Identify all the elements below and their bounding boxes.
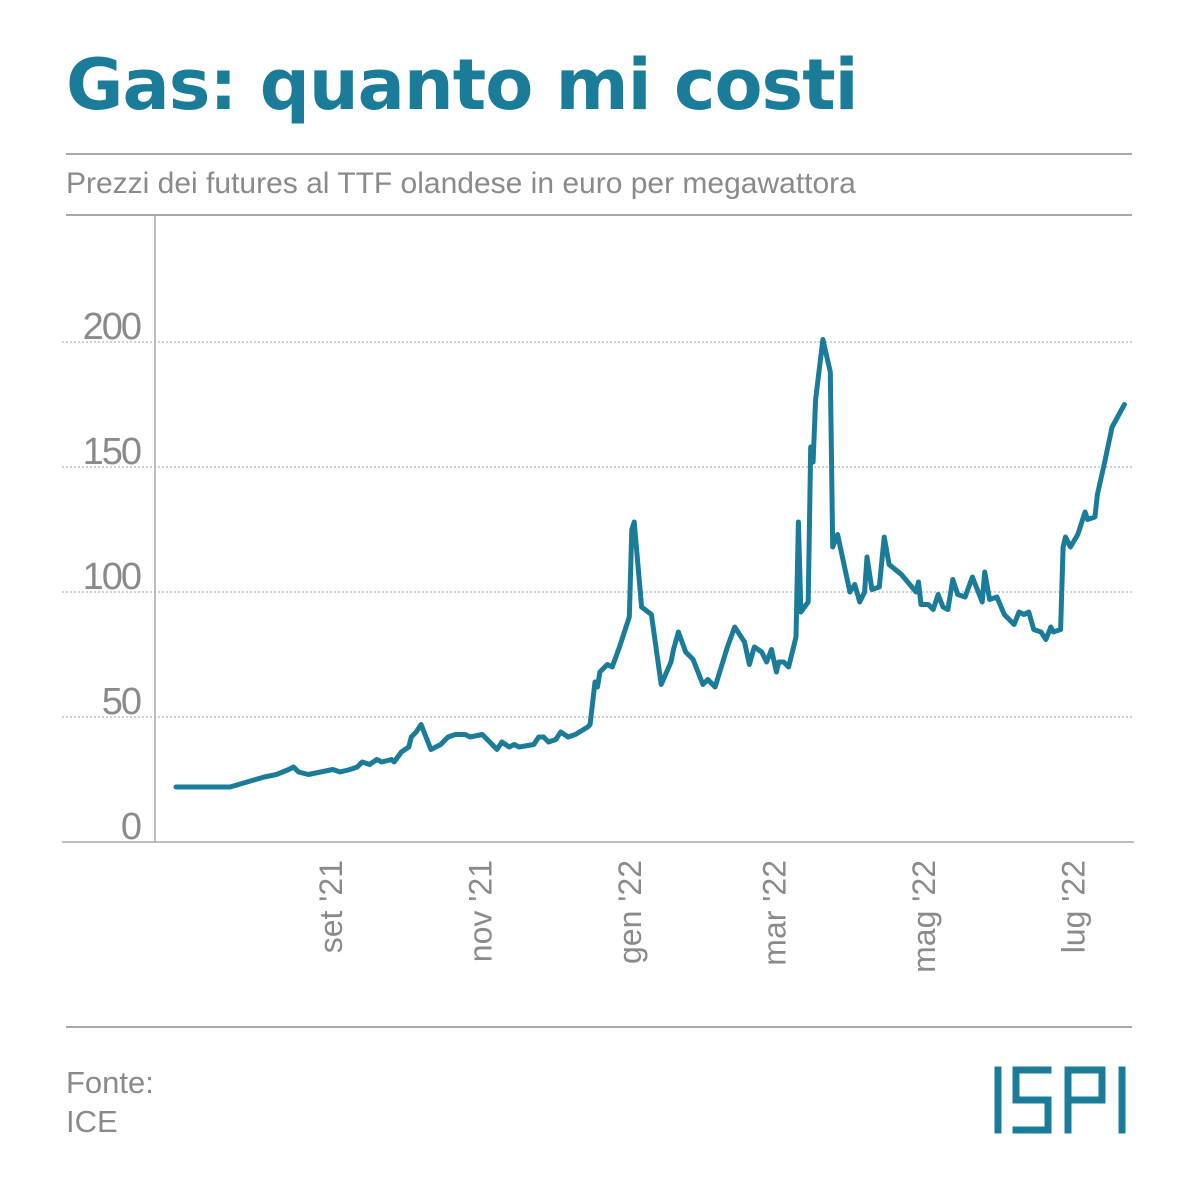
y-axis-tick-labels: 0 50 100 150 200 [83,306,143,848]
y-tick-label: 100 [83,556,141,598]
page-title: Gas: quanto mi costi [66,44,859,126]
series-layer [173,337,1127,790]
y-tick-label: 0 [121,806,141,848]
x-tick-label: lug '22 [1055,860,1091,953]
subtitle-divider [66,214,1132,216]
y-tick-label: 50 [102,681,141,723]
footer-divider [66,1026,1132,1028]
title-divider [66,153,1132,155]
grid-lines [62,341,1134,718]
x-tick-label: gen '22 [612,860,648,964]
source-name: ICE [66,1103,118,1139]
axes [62,215,1134,843]
source-note: Fonte: ICE [66,1064,154,1142]
x-tick-label: mar '22 [756,860,792,966]
chart-subtitle: Prezzi dei futures al TTF olandese in eu… [66,167,856,200]
y-tick-label: 150 [83,431,141,473]
series-line [173,337,1127,790]
x-tick-label: nov '21 [462,860,498,962]
y-tick-label: 200 [83,306,141,348]
x-tick-label: mag '22 [906,860,942,973]
x-tick-label: set '21 [313,860,349,953]
ispi-logo [994,1066,1126,1134]
line-chart: 0 50 100 150 200 set '21 nov '21 gen '22 mar '2… [62,215,1134,973]
x-axis-tick-labels: set '21 nov '21 gen '22 mar '22 mag '22 lug '… [313,860,1092,973]
source-label: Fonte: [66,1065,154,1100]
